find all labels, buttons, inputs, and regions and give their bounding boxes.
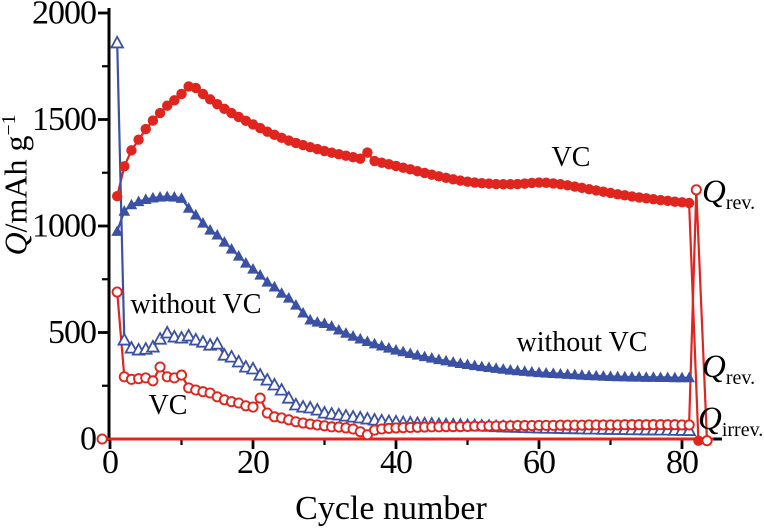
- y-axis-title-exponent: −1: [0, 114, 20, 136]
- y-axis-title-symbol: Q: [0, 232, 34, 256]
- q-symbol: Q: [698, 401, 722, 437]
- label-q-rev-mid: Qrev.: [702, 349, 756, 389]
- annotation-without-vc-rev: without VC: [516, 327, 648, 358]
- series-markers-1: [111, 190, 695, 383]
- x-axis-title: Cycle number: [295, 490, 487, 527]
- label-q-rev-top: Qrev.: [702, 174, 756, 214]
- x-tick-label: 60: [523, 444, 555, 481]
- series-markers-0: [111, 81, 704, 446]
- y-tick-label: 1500: [32, 101, 96, 138]
- y-axis-title: Q/mAh g−1: [0, 114, 35, 255]
- q-subscript: rev.: [725, 192, 756, 214]
- x-tick-label: 0: [102, 444, 118, 481]
- series-markers-4: [96, 433, 108, 445]
- q-subscript: irrev.: [721, 419, 764, 441]
- y-tick-label: 500: [48, 314, 96, 351]
- series-markers-3: [111, 184, 713, 447]
- q-subscript: rev.: [725, 367, 756, 389]
- x-tick-label: 20: [237, 444, 269, 481]
- y-tick-label: 1000: [32, 208, 96, 245]
- q-symbol: Q: [702, 174, 726, 210]
- label-q-irrev: Qirrev.: [698, 401, 764, 441]
- y-axis-title-units: /mAh g: [0, 135, 34, 233]
- annotation-without-vc-irrev: without VC: [130, 289, 262, 320]
- x-tick-label: 40: [380, 444, 412, 481]
- annotation-vc-rev: VC: [551, 142, 591, 173]
- y-tick-label: 0: [80, 421, 96, 458]
- y-tick-label: 2000: [32, 0, 96, 32]
- x-tick-label: 80: [666, 444, 698, 481]
- annotation-vc-irrev: VC: [148, 390, 188, 421]
- q-symbol: Q: [702, 349, 726, 385]
